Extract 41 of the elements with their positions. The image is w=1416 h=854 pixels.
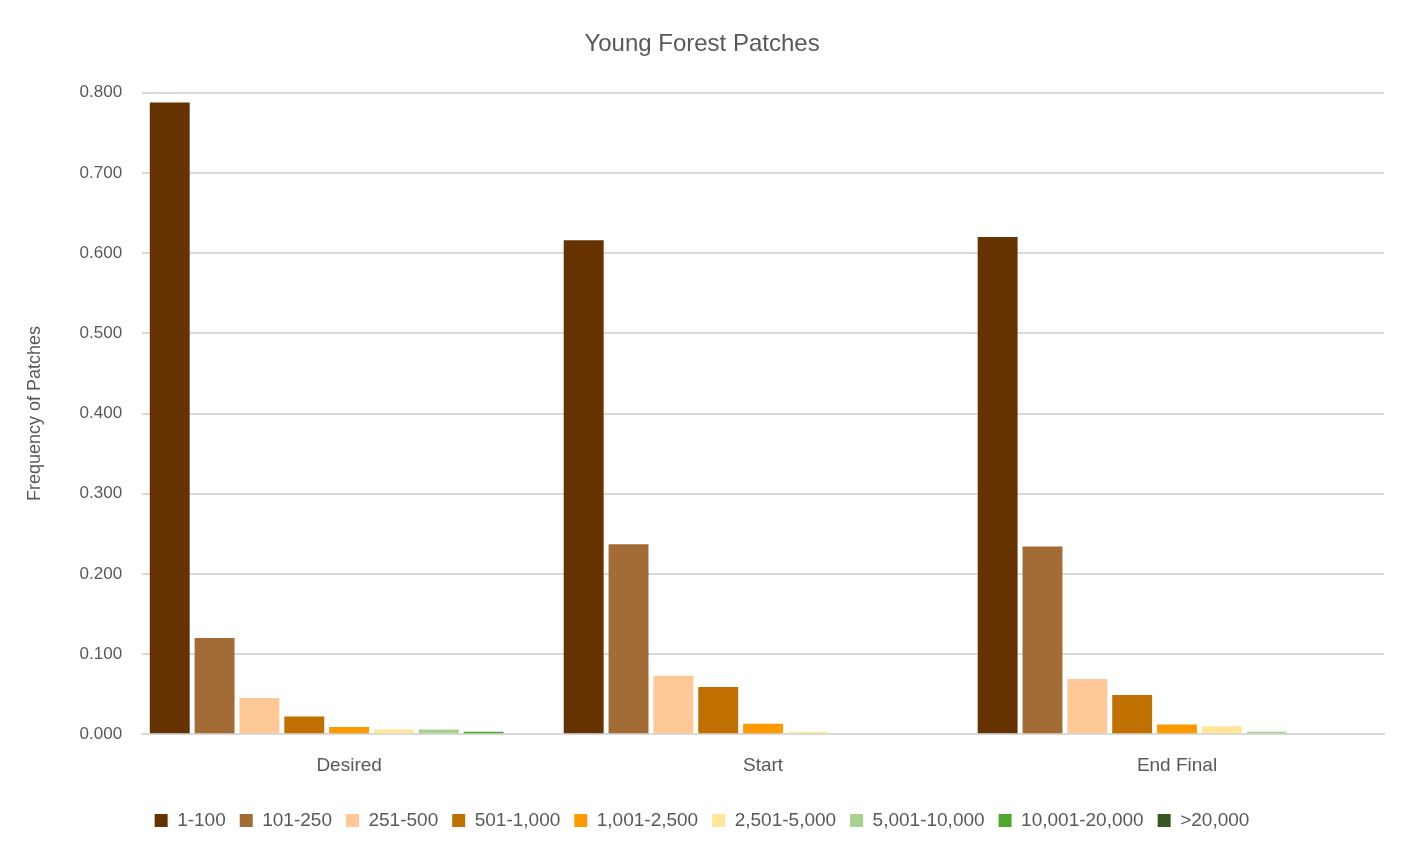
legend-label: 1,001-2,500: [596, 808, 699, 830]
bar: [239, 698, 280, 734]
bar: [977, 237, 1018, 734]
y-axis-title: Frequency of Patches: [23, 325, 44, 502]
bar: [1067, 678, 1108, 734]
bar: [418, 729, 459, 734]
bar: [284, 716, 325, 734]
legend-label: 2,501-5,000: [734, 808, 837, 830]
legend-label: 10,001-20,000: [1021, 808, 1144, 830]
legend-label: 251-500: [368, 808, 439, 830]
y-tick-label: 0.700: [79, 162, 123, 182]
bar: [1157, 724, 1197, 734]
y-tick-label: 0.000: [79, 723, 123, 743]
bar: [1112, 694, 1153, 734]
bar: [374, 729, 414, 734]
bar: [1022, 546, 1063, 734]
bar: [608, 544, 649, 734]
legend-label: 501-1,000: [474, 808, 561, 830]
bar: [1201, 726, 1242, 734]
chart-title: Young Forest Patches: [584, 29, 820, 57]
y-tick-label: 0.800: [79, 82, 123, 102]
legend-label: >20,000: [1180, 808, 1250, 830]
bar: [194, 637, 235, 734]
bar: [149, 102, 190, 734]
legend-label: 5,001-10,000: [872, 808, 985, 830]
x-tick-label: Start: [743, 753, 784, 775]
y-tick-label: 0.100: [79, 643, 123, 663]
y-tick-label: 0.200: [79, 563, 123, 583]
y-tick-label: 0.400: [79, 403, 123, 423]
x-tick-label: Desired: [316, 753, 382, 775]
bar: [743, 723, 784, 734]
bar: [698, 686, 739, 734]
y-tick-label: 0.300: [79, 483, 123, 503]
legend-label: 101-250: [262, 808, 332, 830]
bar: [563, 240, 604, 734]
x-tick-label: End Final: [1136, 753, 1218, 775]
legend-label: 1-100: [177, 808, 226, 830]
y-tick-label: 0.600: [79, 242, 123, 262]
y-tick-label: 0.500: [79, 323, 123, 343]
bar: [329, 726, 370, 734]
bar: [653, 675, 694, 734]
